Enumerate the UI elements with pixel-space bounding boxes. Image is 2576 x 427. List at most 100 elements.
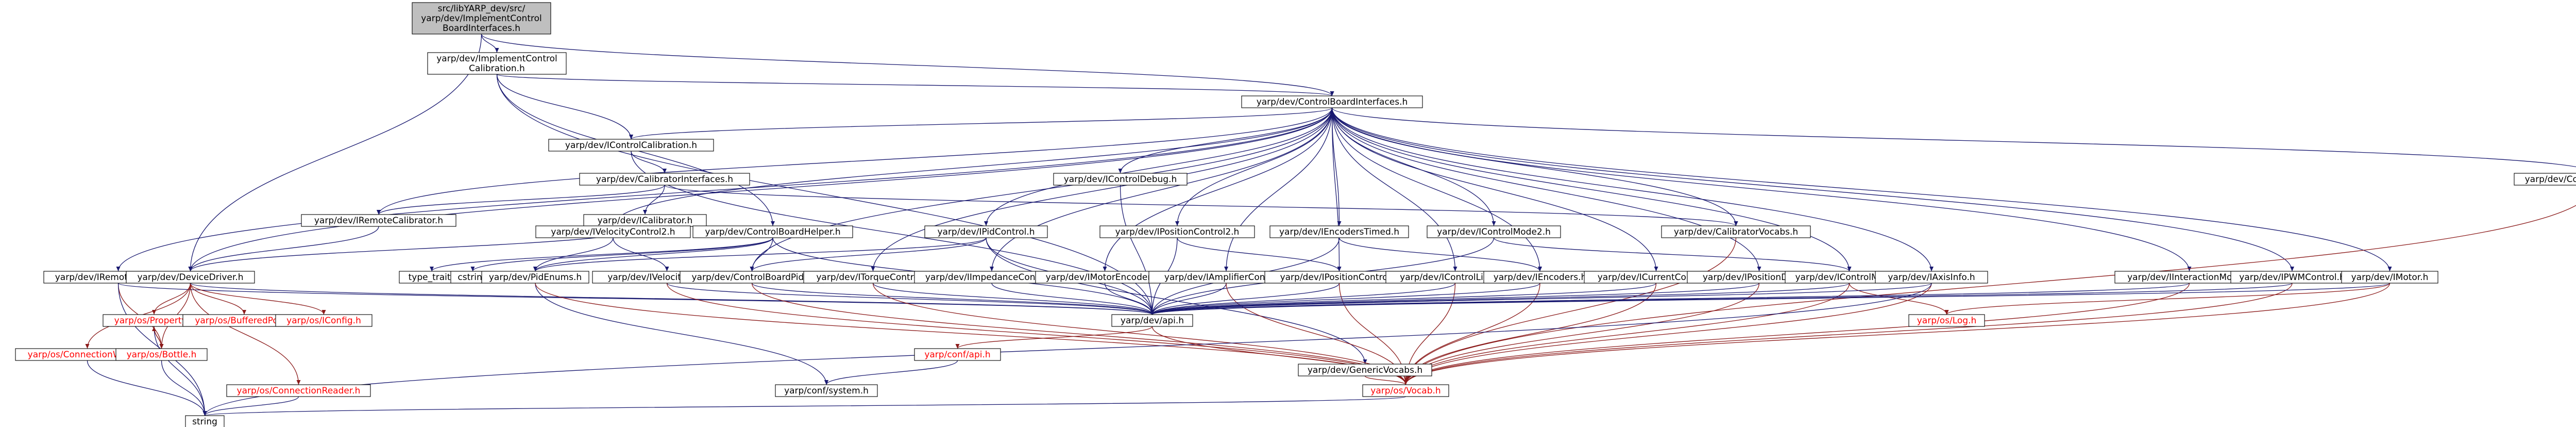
edge-cbVocabs-to-vocab (1403, 205, 2576, 385)
node-velCtrl2[interactable]: yarp/dev/IVelocityControl2.h (535, 225, 691, 238)
node-api[interactable]: yarp/dev/api.h (1111, 314, 1193, 327)
edge-cbi-to-cbPid (750, 107, 1333, 272)
edge-connReader-to-string (202, 396, 299, 416)
node-label: yarp/dev/GenericVocabs.h (1308, 365, 1422, 375)
node-label: yarp/dev/PidEnums.h (489, 272, 582, 283)
edge-cbi-to-pidCtrl (984, 107, 1333, 226)
node-box (1241, 95, 1423, 108)
edge-pidCtrl-to-cbPid (750, 237, 987, 272)
edge-ctrlMode2-to-ctrlMode (1493, 237, 1852, 272)
edge-posCtrl2-to-posCtrl (1177, 237, 1342, 272)
node-label: yarp/dev/IPositionControl2.h (1115, 227, 1240, 237)
node-calibrator[interactable]: yarp/dev/ICalibrator.h (583, 214, 707, 227)
node-property[interactable]: yarp/os/Property.h (103, 314, 206, 327)
node-posCtrl2[interactable]: yarp/dev/IPositionControl2.h (1099, 225, 1255, 238)
edge-cbi-to-ctrlMode2 (1331, 107, 1496, 226)
node-pidEnums[interactable]: yarp/dev/PidEnums.h (481, 271, 589, 284)
node-root[interactable]: src/libYARP_dev/src/yarp/dev/ImplementCo… (412, 2, 551, 35)
edge-ctrlMode-to-osLog (1849, 283, 1949, 315)
node-label: yarp/dev/ITorqueControl.h (816, 272, 929, 283)
edge-cbi-to-torque (871, 107, 1333, 272)
edge-devDriver-to-buffPort (190, 283, 246, 315)
node-box (1427, 225, 1561, 238)
node-label: yarp/dev/ICalibrator.h (598, 216, 693, 226)
node-label: yarp/dev/IAmplifierControl.h (1164, 272, 1288, 283)
edge-calVocabs-to-vocab (1403, 237, 1737, 385)
node-ctrlDebug[interactable]: yarp/dev/IControlDebug.h (1053, 173, 1188, 186)
edge-cbi-to-posCtrl2 (1175, 107, 1333, 226)
node-cbi[interactable]: yarp/dev/ControlBoardInterfaces.h (1241, 95, 1423, 108)
edge-motor-to-vocab (1403, 283, 2391, 385)
edge-cbi-to-remoteVars (116, 107, 1333, 272)
edge-cbi-to-calVocabs (1331, 107, 1738, 226)
edge-posCtrl-to-api (1150, 283, 1340, 315)
node-calVocabs[interactable]: yarp/dev/CalibratorVocabs.h (1661, 225, 1811, 238)
node-box (427, 52, 567, 75)
node-label: yarp/dev/IMotorEncoders.h (1046, 272, 1164, 283)
edge-cbi-to-interMode (1331, 107, 2192, 272)
node-torque[interactable]: yarp/dev/ITorqueControl.h (803, 271, 943, 284)
node-confSystem[interactable]: yarp/conf/system.h (775, 384, 878, 397)
node-axisInfo[interactable]: yarp/dev/IAxisInfo.h (1875, 271, 1988, 284)
node-label: yarp/dev/ControlBoardPid.h (691, 272, 812, 283)
node-typeTraits: type_traits (399, 271, 465, 284)
edge-axisInfo-to-vocab (1403, 283, 1932, 385)
node-label: yarp/dev/ImplementControl (436, 54, 557, 64)
edge-ctrlLimits-to-api (1150, 283, 1456, 315)
edge-cbi-to-amplifier (1224, 107, 1333, 272)
node-label: Calibration.h (469, 63, 525, 74)
node-buffPort[interactable]: yarp/os/BufferedPort.h (182, 314, 306, 327)
node-encoders[interactable]: yarp/dev/IEncoders.h (1483, 271, 1597, 284)
node-vocab[interactable]: yarp/os/Vocab.h (1362, 384, 1449, 397)
edge-genVocabs-to-vocab (1364, 375, 1408, 385)
node-genVocabs[interactable]: yarp/dev/GenericVocabs.h (1298, 364, 1432, 376)
node-ctrlCal[interactable]: yarp/dev/IControlCalibration.h (548, 139, 714, 152)
node-box (1111, 314, 1193, 327)
edge-cbPid-to-api (751, 283, 1155, 315)
node-pwm[interactable]: yarp/dev/IPWMControl.h (2230, 271, 2354, 284)
edge-implCal-to-ctrlCal (496, 74, 633, 140)
node-osConfig[interactable]: yarp/os/IConfig.h (275, 314, 372, 327)
edge-pidCtrl-to-genVocabs (986, 237, 1367, 365)
node-motorEnc[interactable]: yarp/dev/IMotorEncoders.h (1035, 271, 1175, 284)
dependency-edges (85, 34, 2576, 416)
edge-devDriver-to-connReader (190, 283, 301, 385)
node-remoteCal[interactable]: yarp/dev/IRemoteCalibrator.h (301, 214, 456, 227)
node-encTimed[interactable]: yarp/dev/IEncodersTimed.h (1269, 225, 1409, 238)
node-ctrlMode2[interactable]: yarp/dev/IControlMode2.h (1427, 225, 1561, 238)
node-label: yarp/os/ConnectionReader.h (237, 386, 361, 396)
node-label: string (192, 417, 217, 427)
node-devDriver[interactable]: yarp/dev/DeviceDriver.h (126, 271, 255, 284)
node-label: yarp/conf/system.h (784, 386, 869, 396)
node-label: yarp/os/Vocab.h (1370, 386, 1440, 396)
node-cbHelper[interactable]: yarp/dev/ControlBoardHelper.h (692, 225, 853, 238)
node-calIfaces[interactable]: yarp/dev/CalibratorInterfaces.h (579, 173, 750, 186)
node-box (1298, 364, 1432, 376)
node-impedance[interactable]: yarp/dev/IImpedanceControl.h (914, 271, 1070, 284)
edge-cbi-to-ctrlMode (1331, 107, 1852, 272)
node-pidCtrl[interactable]: yarp/dev/IPidControl.h (924, 225, 1048, 238)
edge-interMode-to-vocab (1403, 283, 2190, 385)
edge-cbi-to-motor (1331, 107, 2392, 272)
edge-cbi-to-motorEnc (1103, 107, 1333, 272)
node-box (1362, 384, 1449, 397)
edge-encoders-to-api (1150, 283, 1540, 315)
edge-confApi-to-confSystem (824, 360, 958, 385)
edge-cbi-to-velCtrl2 (611, 107, 1333, 226)
node-cbPid[interactable]: yarp/dev/ControlBoardPid.h (680, 271, 824, 284)
node-bottle[interactable]: yarp/os/Bottle.h (115, 348, 208, 361)
node-posCtrl[interactable]: yarp/dev/IPositionControl.h (1264, 271, 1414, 284)
node-osLog[interactable]: yarp/os/Log.h (1908, 314, 1985, 327)
node-box (1875, 271, 1988, 284)
node-motor[interactable]: yarp/dev/IMotor.h (2341, 271, 2438, 284)
node-cbVocabs[interactable]: yarp/dev/ControlBoardVocabs.h (2514, 173, 2576, 186)
node-label: yarp/dev/IImpedanceControl.h (925, 272, 1058, 283)
node-connReader[interactable]: yarp/os/ConnectionReader.h (226, 384, 371, 397)
node-label: yarp/dev/IAxisInfo.h (1888, 272, 1975, 283)
edge-pidCtrl-to-pidEnums (533, 237, 987, 272)
edge-cbi-to-impedance (990, 107, 1333, 272)
edge-cbHelper-to-pidEnums (533, 237, 773, 272)
edge-remoteCal-to-devDriver (188, 226, 379, 272)
node-confApi[interactable]: yarp/conf/api.h (914, 348, 1001, 361)
